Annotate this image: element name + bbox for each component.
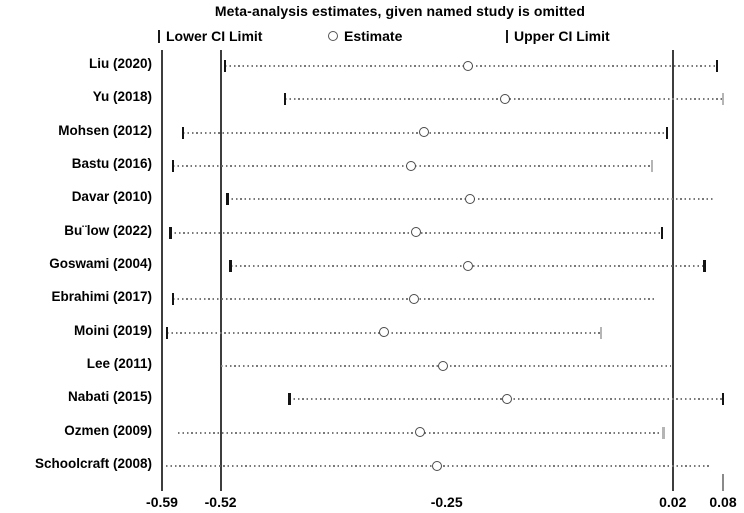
reference-line xyxy=(671,50,674,491)
legend-upper-label: Upper CI Limit xyxy=(514,28,610,44)
estimate-marker xyxy=(501,393,512,404)
estimate-marker xyxy=(379,327,390,338)
study-label: Mohsen (2012) xyxy=(58,122,152,138)
chart-legend: Lower CI Limit Estimate Upper CI Limit xyxy=(0,26,744,46)
upper-ci-cap xyxy=(721,393,725,406)
estimate-marker xyxy=(415,427,426,438)
estimate-marker xyxy=(463,260,474,271)
lower-ci-cap xyxy=(226,193,229,206)
axis-tick xyxy=(722,474,724,491)
estimate-marker xyxy=(406,160,417,171)
upper-ci-cap xyxy=(665,126,669,139)
study-label: Nabati (2015) xyxy=(67,389,152,405)
upper-ci-cap xyxy=(660,226,664,239)
study-label: Ebrahimi (2017) xyxy=(51,289,152,305)
lower-ci-cap xyxy=(288,393,291,406)
lower-ci-cap xyxy=(169,226,172,239)
legend-lower-label: Lower CI Limit xyxy=(166,28,263,44)
study-label: Bastu (2016) xyxy=(71,155,152,171)
lower-ci-cap xyxy=(283,93,287,106)
legend-item-upper-ci: Upper CI Limit xyxy=(506,26,610,46)
estimate-marker xyxy=(499,93,510,104)
x-axis-tick-label: 0.02 xyxy=(659,494,687,510)
legend-item-estimate: Estimate xyxy=(328,26,402,46)
lower-ci-cap xyxy=(171,159,175,172)
legend-estimate-label: Estimate xyxy=(344,28,403,44)
x-axis-tick-label: -0.25 xyxy=(430,494,463,510)
lower-ci-cap xyxy=(181,126,185,139)
lower-ci-cap xyxy=(171,293,175,306)
estimate-circle-icon xyxy=(328,31,338,41)
lower-ci-cap xyxy=(165,326,169,339)
estimate-marker xyxy=(437,360,448,371)
study-label: Bu¨low (2022) xyxy=(64,222,152,238)
study-label: Yu (2018) xyxy=(92,89,152,105)
lower-ci-cap xyxy=(229,259,232,272)
estimate-marker xyxy=(411,227,422,238)
study-label: Davar (2010) xyxy=(71,189,152,205)
legend-item-lower-ci: Lower CI Limit xyxy=(158,26,262,46)
study-label: Moini (2019) xyxy=(73,322,152,338)
upper-ci-cap xyxy=(715,60,719,72)
study-label: Goswami (2004) xyxy=(49,255,152,271)
upper-ci-cap xyxy=(721,93,725,106)
reference-line xyxy=(219,50,222,491)
estimate-marker xyxy=(463,60,474,71)
reference-line xyxy=(161,50,163,491)
x-axis-tick-label: -0.52 xyxy=(204,494,237,510)
study-label: Liu (2020) xyxy=(88,56,152,71)
study-label: Ozmen (2009) xyxy=(64,422,152,438)
study-label: Schoolcraft (2008) xyxy=(34,455,152,471)
upper-ci-cap xyxy=(662,426,665,439)
upper-ci-cap-icon xyxy=(506,29,508,43)
upper-ci-cap xyxy=(703,259,706,272)
study-label: Lee (2011) xyxy=(86,355,152,371)
lower-ci-cap xyxy=(223,60,227,72)
x-axis-tick-label: -0.59 xyxy=(146,494,178,510)
x-axis-tick-label: 0.08 xyxy=(709,494,737,510)
estimate-marker xyxy=(464,193,475,204)
lower-ci-cap-icon xyxy=(158,29,160,43)
estimate-marker xyxy=(432,460,443,471)
upper-ci-cap xyxy=(599,326,602,339)
estimate-marker xyxy=(418,127,429,138)
chart-title: Meta-analysis estimates, given named stu… xyxy=(214,3,586,19)
upper-ci-cap xyxy=(650,159,654,172)
estimate-marker xyxy=(409,293,420,304)
